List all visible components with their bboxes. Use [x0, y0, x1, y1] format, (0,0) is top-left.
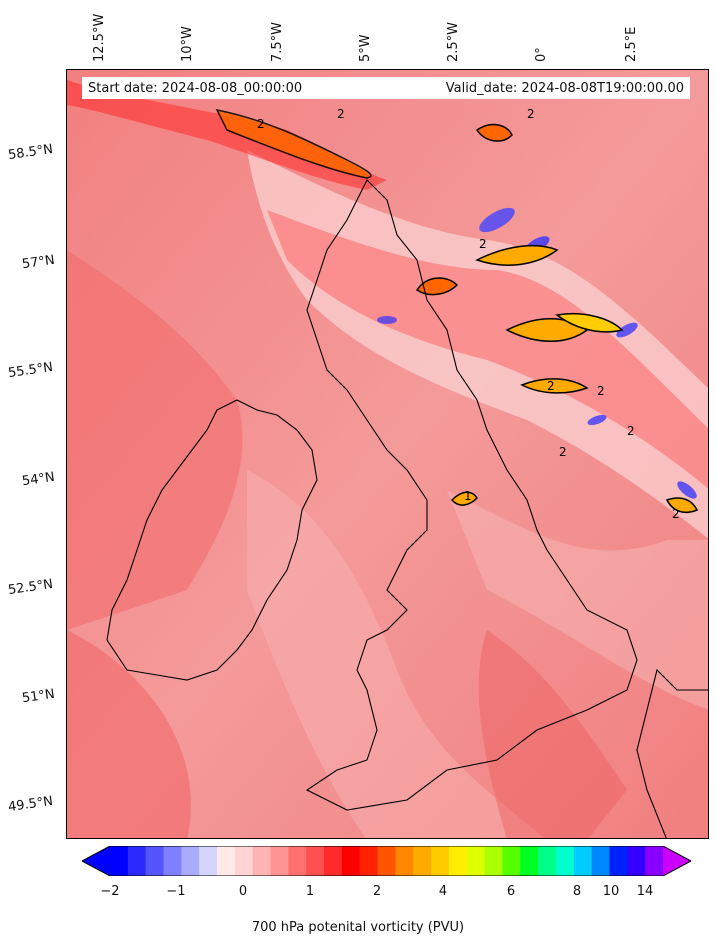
lat-label-52-5n: 52.5°N: [7, 576, 54, 599]
contour-label: 2: [547, 379, 555, 393]
contour-label: 2: [627, 424, 635, 438]
colorbar-segment: [288, 846, 307, 876]
colorbar-tick-label: 6: [506, 884, 516, 899]
lon-label-2-5e: 2.5°E: [624, 26, 639, 62]
colorbar-segment: [234, 846, 254, 876]
colorbar-segment: [555, 846, 575, 876]
contour-label-small: 1: [464, 489, 472, 503]
colorbar-label: 700 hPa potenital vorticity (PVU): [251, 920, 465, 935]
colorbar-segment: [448, 846, 468, 876]
pv-field-map: 2 2 2 2 2 2 2 2 2 1: [67, 70, 708, 838]
colorbar-segment: [145, 846, 165, 876]
colorbar-tick-label: 10: [602, 884, 620, 899]
date-info-bar: Start date: 2024-08-08_00:00:00 Valid_da…: [82, 77, 690, 99]
colorbar-segment: [591, 846, 610, 876]
colorbar-segment: [359, 846, 379, 876]
colorbar-tick-label: 8: [572, 884, 582, 899]
colorbar-segment: [252, 846, 272, 876]
colorbar-segment: [181, 846, 200, 876]
colorbar-segment: [573, 846, 593, 876]
colorbar-tick-label: 14: [636, 884, 654, 899]
colorbar-segment: [127, 846, 147, 876]
colorbar-segment: [645, 846, 664, 876]
colorbar-tick-label: −2: [100, 884, 120, 899]
colorbar-segment: [306, 846, 325, 876]
colorbar-segment: [538, 846, 557, 876]
colorbar-segment: [484, 846, 503, 876]
colorbar-tick-label: 0: [238, 884, 248, 899]
colorbar-segment: [431, 846, 450, 876]
lon-label-2-5w: 2.5°W: [446, 21, 461, 62]
colorbar-segment: [377, 846, 396, 876]
lat-label-58-5n: 58.5°N: [7, 141, 54, 164]
contour-label: 2: [672, 507, 680, 521]
colorbar-min-arrow: [82, 846, 110, 876]
contour-label: 2: [597, 384, 605, 398]
colorbar-tick-label: 4: [438, 884, 448, 899]
colorbar-segment: [466, 846, 486, 876]
contour-label: 2: [479, 237, 487, 251]
colorbar-segment: [163, 846, 182, 876]
lat-label-49-5n: 49.5°N: [7, 793, 54, 816]
colorbar-segment: [609, 846, 628, 876]
lon-label-10w: 10°W: [180, 26, 195, 62]
contour-label: 2: [559, 445, 567, 459]
contour-label: 2: [527, 107, 535, 121]
contour-label: 2: [257, 117, 265, 131]
contour-label: 2: [337, 107, 345, 121]
valid-date-text: Valid_date: 2024-08-08T19:00:00.00: [445, 80, 684, 96]
start-date-text: Start date: 2024-08-08_00:00:00: [88, 80, 303, 96]
colorbar-segment: [627, 846, 646, 876]
colorbar-segment: [520, 846, 539, 876]
lon-label-0: 0°: [534, 47, 549, 62]
lon-label-7-5w: 7.5°W: [270, 21, 285, 62]
lat-label-54n: 54°N: [21, 469, 56, 490]
colorbar-segment: [110, 846, 129, 876]
colorbar-tick-label: 2: [372, 884, 382, 899]
lat-label-51n: 51°N: [21, 686, 56, 707]
colorbar-segment: [217, 846, 236, 876]
lon-label-5w: 5°W: [358, 34, 373, 62]
colorbar-segment: [324, 846, 343, 876]
lat-label-55-5n: 55.5°N: [7, 359, 54, 382]
colorbar-segment: [199, 846, 218, 876]
colorbar-max-arrow: [663, 846, 691, 876]
colorbar-segment: [395, 846, 414, 876]
map-panel: 2 2 2 2 2 2 2 2 2 1: [66, 69, 709, 839]
colorbar-tick-label: −1: [166, 884, 186, 899]
colorbar-segment: [502, 846, 521, 876]
colorbar-segment: [413, 846, 432, 876]
colorbar-segment: [341, 846, 361, 876]
colorbar: [82, 846, 691, 876]
lat-label-57n: 57°N: [21, 252, 56, 273]
lon-label-12-5w: 12.5°W: [92, 13, 107, 62]
colorbar-tick-label: 1: [305, 884, 315, 899]
colorbar-segment: [270, 846, 289, 876]
